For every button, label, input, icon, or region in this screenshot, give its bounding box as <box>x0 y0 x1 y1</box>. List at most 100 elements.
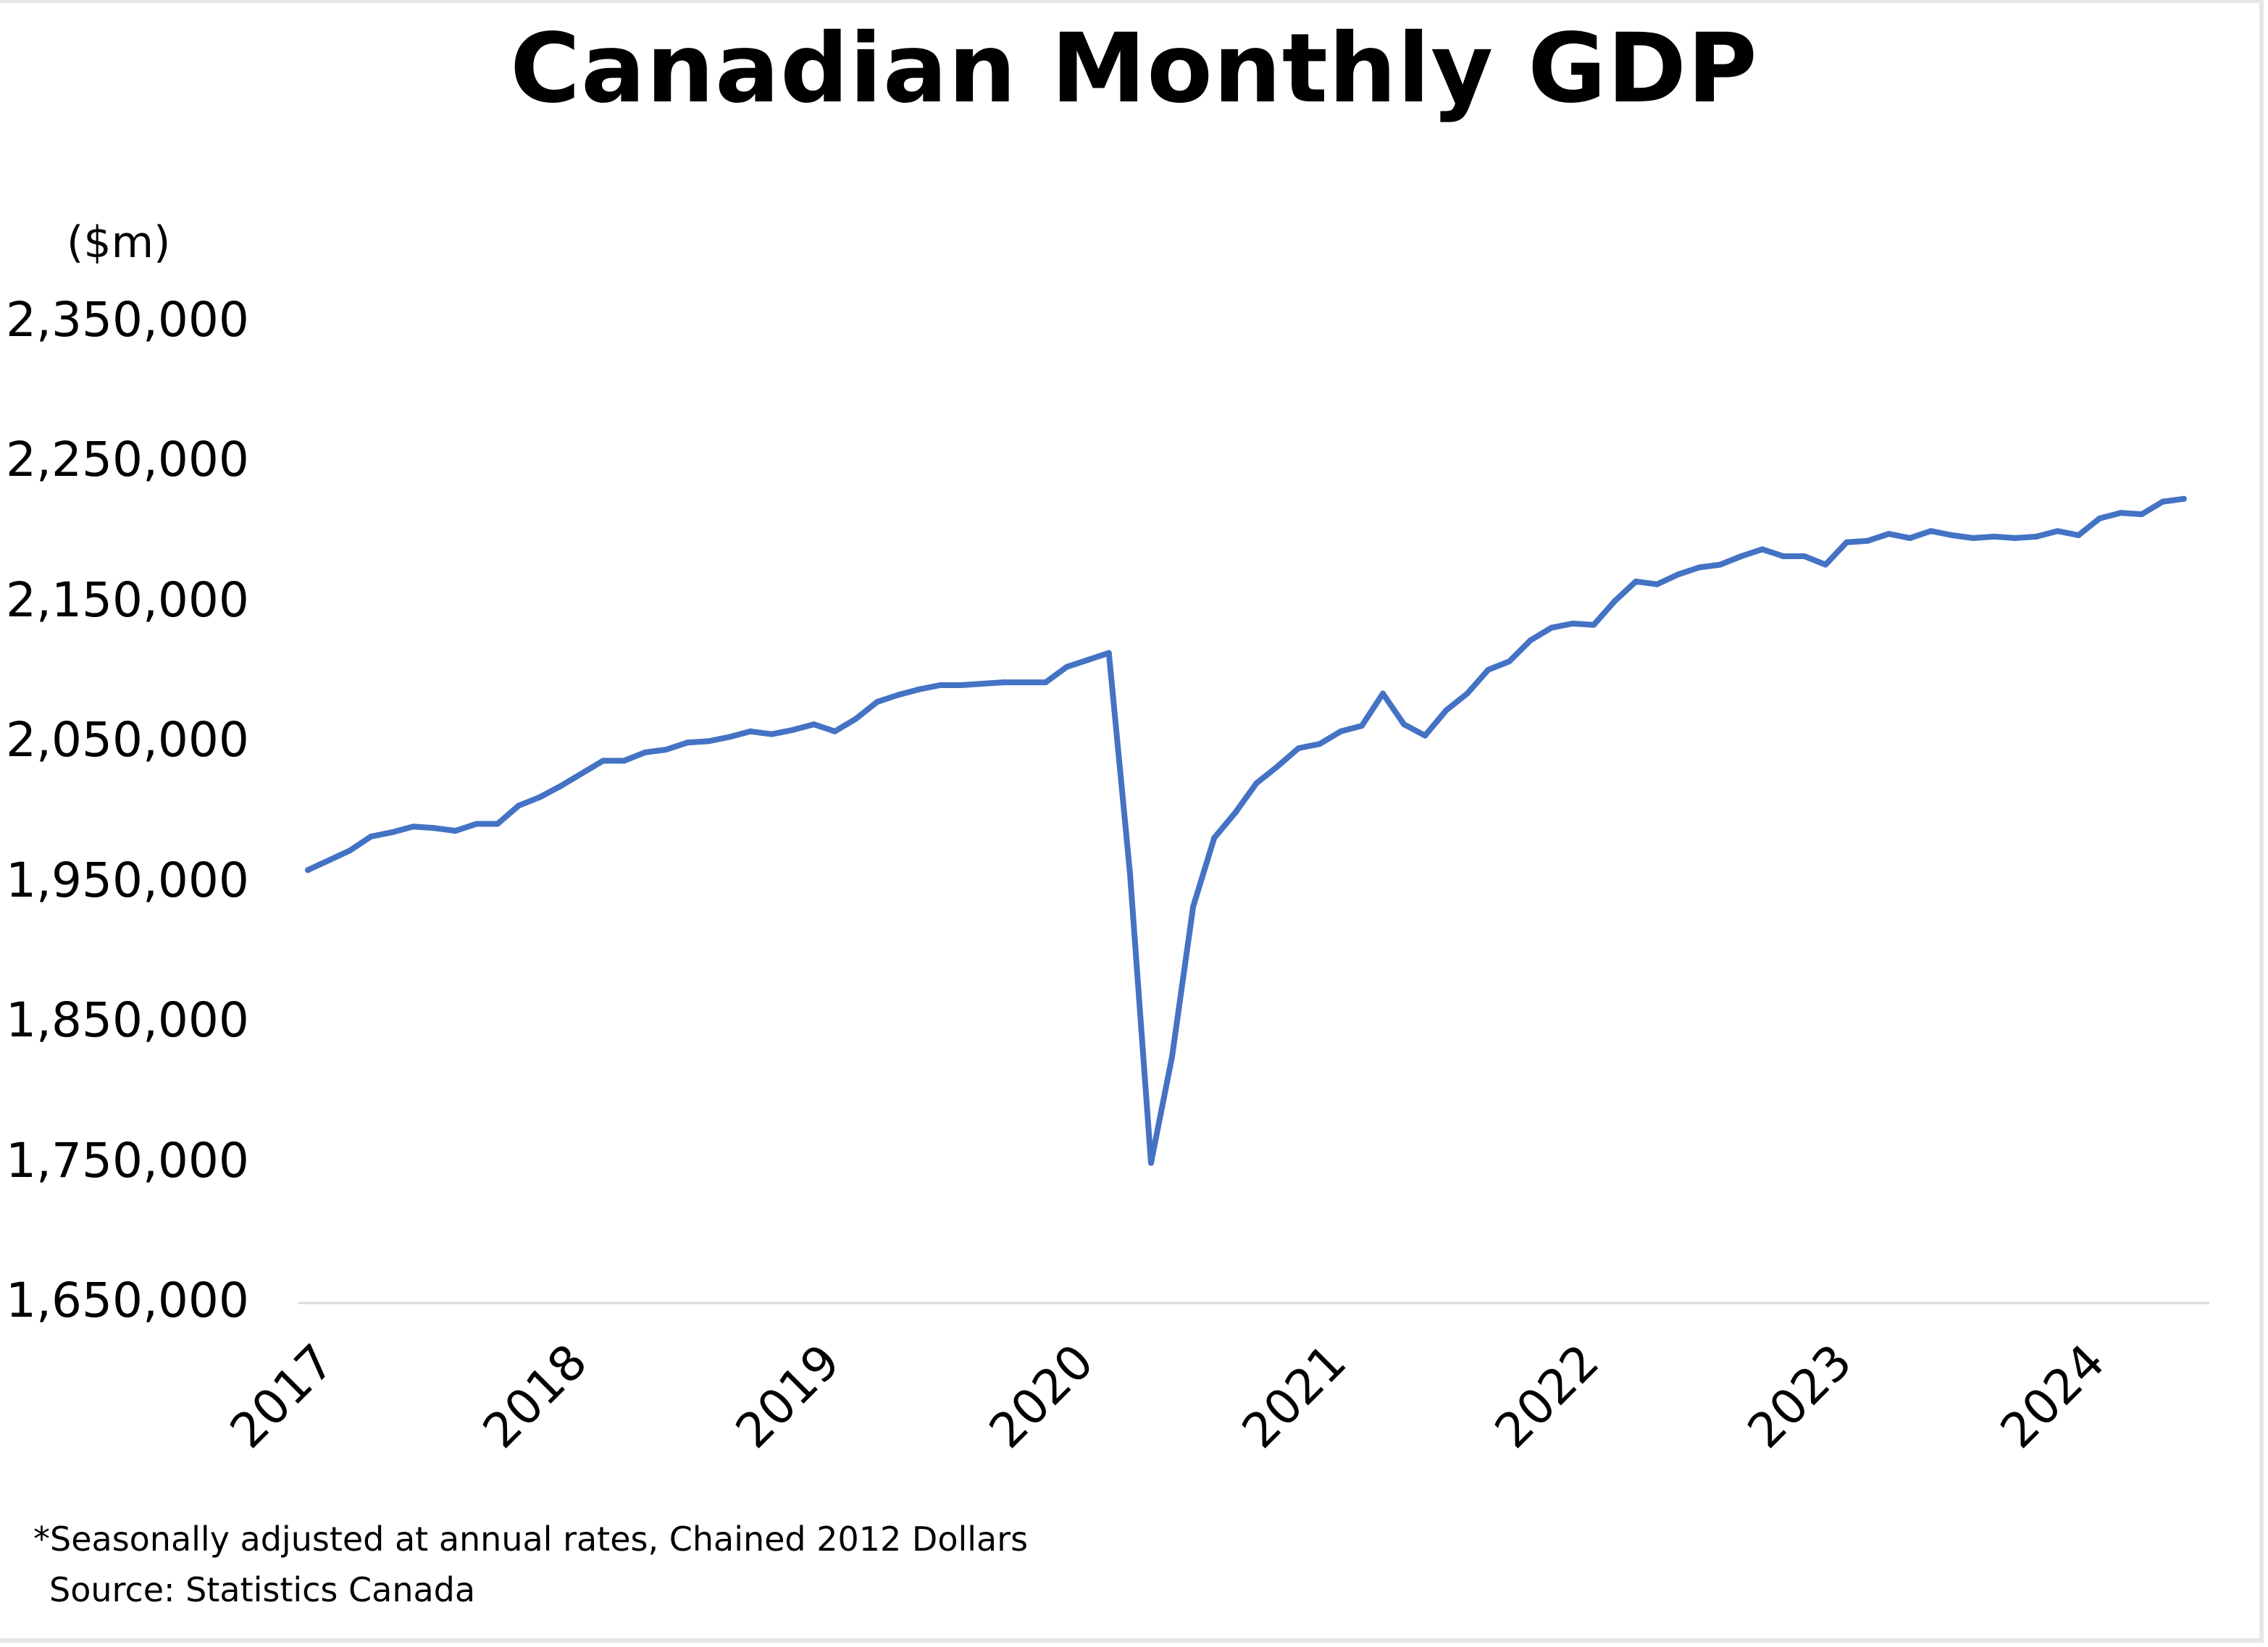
data-point <box>1844 539 1850 545</box>
data-point <box>431 825 438 831</box>
data-point <box>516 802 522 809</box>
data-point <box>1232 810 1239 816</box>
data-point <box>705 738 711 745</box>
data-point <box>684 739 690 746</box>
data-point <box>1675 571 1681 578</box>
data-point <box>1042 679 1049 686</box>
data-point <box>579 770 585 776</box>
data-point <box>1063 663 1070 670</box>
data-point <box>1717 561 1723 568</box>
data-point <box>2138 511 2145 517</box>
data-point <box>1591 621 1597 628</box>
data-point <box>1654 581 1660 587</box>
data-point <box>1928 528 1934 535</box>
data-point <box>1612 598 1618 604</box>
data-point <box>895 692 901 698</box>
data-point <box>2117 510 2124 516</box>
data-point <box>769 731 775 737</box>
data-point <box>642 749 648 755</box>
data-point <box>1401 721 1407 728</box>
data-point <box>1190 903 1197 910</box>
y-tick-label: 2,150,000 <box>6 571 249 628</box>
data-point <box>979 681 986 687</box>
data-point <box>2054 528 2061 535</box>
data-point <box>2180 495 2187 502</box>
data-point <box>1211 834 1218 841</box>
data-point <box>452 828 459 834</box>
data-point <box>832 728 838 734</box>
data-point <box>1780 553 1786 560</box>
source-note: Source: Statistics Canada <box>49 1570 476 1609</box>
y-tick-label: 1,850,000 <box>6 992 249 1049</box>
data-point <box>1970 535 1976 541</box>
data-point <box>1422 732 1428 739</box>
data-point <box>2033 533 2040 540</box>
data-point <box>1485 666 1491 673</box>
data-point <box>621 758 627 764</box>
data-point <box>537 794 543 800</box>
data-point <box>473 821 480 827</box>
data-point <box>1865 537 1871 544</box>
data-point <box>937 682 943 688</box>
data-point <box>558 783 564 789</box>
data-point <box>1126 870 1133 876</box>
data-point <box>1380 690 1386 697</box>
data-point <box>874 699 880 705</box>
data-point <box>1169 1053 1176 1060</box>
data-point <box>748 728 754 734</box>
y-tick-label: 1,650,000 <box>6 1273 249 1328</box>
data-point <box>1907 535 1913 541</box>
data-point <box>1570 620 1576 626</box>
data-point <box>347 847 353 854</box>
gdp-series-line <box>305 495 2187 1166</box>
data-point <box>853 716 859 722</box>
y-tick-label: 1,750,000 <box>6 1132 249 1189</box>
data-point <box>1991 533 1997 540</box>
data-point <box>958 682 965 688</box>
data-point <box>1738 553 1744 560</box>
data-point <box>1295 745 1302 752</box>
data-point <box>410 824 417 830</box>
data-point <box>1337 728 1344 734</box>
y-tick-label: 2,350,000 <box>6 292 249 348</box>
data-point <box>1021 679 1028 686</box>
data-point <box>1316 741 1323 747</box>
data-point <box>2012 535 2019 541</box>
data-point <box>1000 679 1007 686</box>
data-point <box>2075 532 2082 539</box>
data-point <box>1274 763 1281 770</box>
data-point <box>326 857 332 863</box>
data-point <box>1105 650 1112 656</box>
data-point <box>1527 637 1533 644</box>
data-point <box>1084 657 1091 663</box>
footnote: *Seasonally adjusted at annual rates, Ch… <box>33 1520 1029 1559</box>
data-point <box>1802 553 1808 560</box>
data-point <box>916 686 922 692</box>
data-points <box>305 495 2187 1166</box>
data-point <box>811 721 817 728</box>
data-point <box>1823 561 1829 568</box>
data-point <box>1949 532 1955 539</box>
data-point <box>790 726 796 733</box>
y-tick-label: 2,050,000 <box>6 712 249 768</box>
data-point <box>1464 690 1470 697</box>
data-point <box>1696 564 1702 571</box>
data-point <box>1443 707 1449 713</box>
y-axis-unit-label: ($m) <box>67 217 171 268</box>
y-tick-label: 2,250,000 <box>6 432 249 488</box>
data-point <box>1506 658 1512 665</box>
data-point <box>389 829 396 836</box>
data-point <box>600 758 606 764</box>
data-point <box>494 821 501 827</box>
data-point <box>1886 531 1892 537</box>
data-point <box>1633 578 1639 584</box>
y-tick-label: 1,950,000 <box>6 852 249 908</box>
data-point <box>1253 780 1260 787</box>
data-point <box>1359 723 1365 729</box>
data-point <box>727 734 732 740</box>
data-point <box>2159 498 2166 505</box>
data-point <box>305 867 311 873</box>
data-point <box>1548 624 1554 631</box>
